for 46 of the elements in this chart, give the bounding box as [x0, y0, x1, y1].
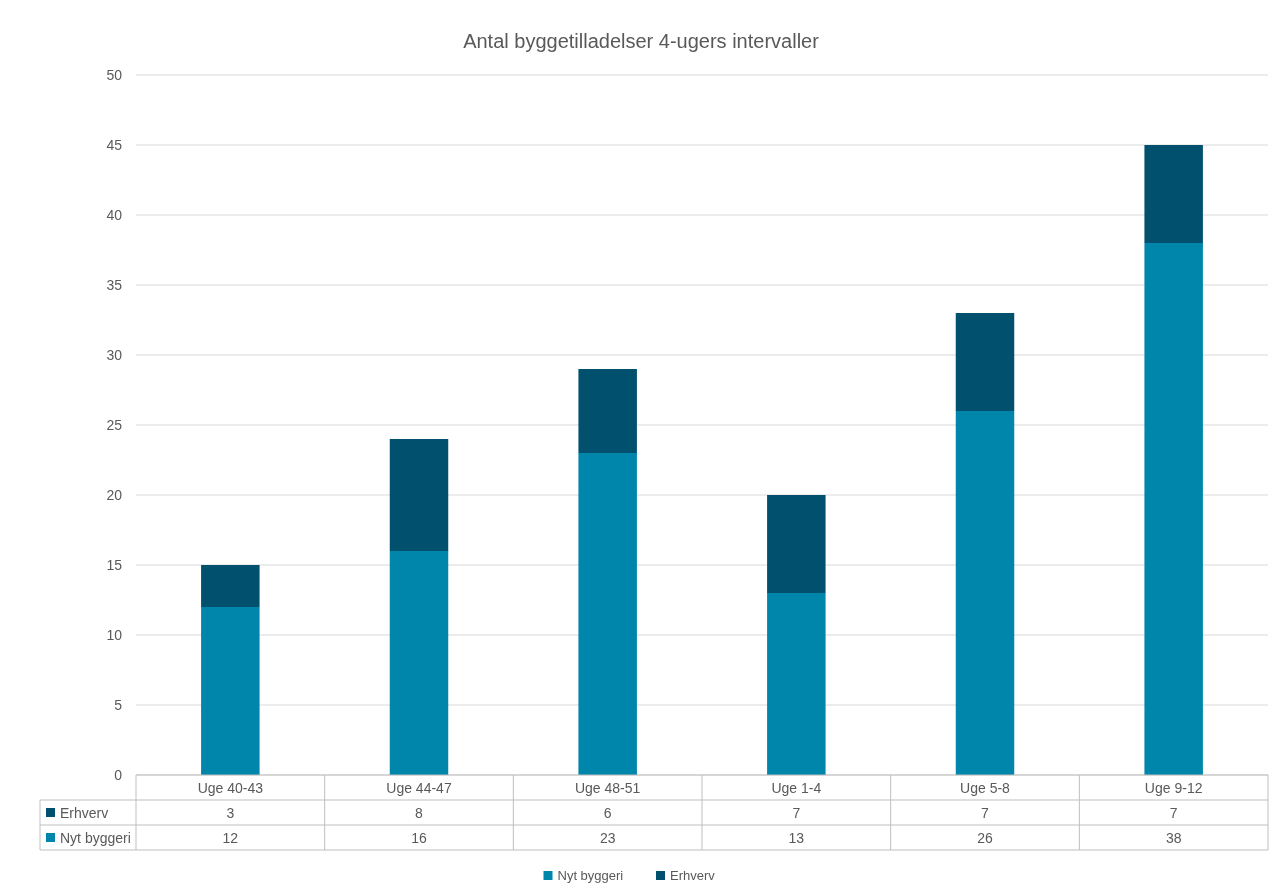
x-tick-label: Uge 40-43 — [197, 780, 264, 796]
text: Erhverv — [670, 868, 715, 883]
y-tick-label: 0 — [114, 767, 123, 783]
y-tick-label: 50 — [106, 67, 123, 83]
data-label: 7 — [981, 805, 990, 821]
bar — [1144, 243, 1203, 775]
data-label: 7 — [1169, 805, 1178, 821]
data-label: 7 — [792, 805, 801, 821]
data-label: 3 — [226, 805, 235, 821]
y-tick-label: 45 — [106, 137, 123, 153]
y-tick-label: 10 — [106, 627, 123, 643]
x-tick-label: Uge 1-4 — [771, 780, 822, 796]
bar — [389, 551, 449, 775]
chart-title: Antal byggetilladelser 4-ugers intervaller — [463, 30, 820, 52]
bar — [767, 593, 826, 775]
bar — [767, 495, 826, 593]
y-tick-label: 35 — [106, 277, 123, 293]
data-label: 16 — [411, 830, 427, 846]
bar — [955, 411, 1015, 775]
y-tick-label: 40 — [106, 207, 123, 223]
bar — [578, 453, 637, 775]
bar — [578, 369, 637, 453]
data-label: 12 — [222, 830, 239, 846]
y-tick-label: 20 — [106, 487, 123, 503]
data-label: 23 — [599, 830, 616, 846]
y-tick-label: 25 — [106, 417, 123, 433]
bar — [201, 565, 260, 607]
x-tick-label: Uge 48-51 — [574, 780, 641, 796]
bar — [1144, 145, 1203, 243]
bar — [955, 313, 1015, 411]
x-tick-label: Uge 44-47 — [386, 780, 452, 796]
data-label: 13 — [788, 830, 805, 846]
x-tick-label: Uge 9-12 — [1144, 780, 1203, 796]
data-label: 8 — [415, 805, 424, 821]
data-label: 6 — [603, 805, 612, 821]
legend-label: Nyt byggeri — [60, 830, 131, 846]
bar — [389, 439, 449, 551]
legend-label: Erhverv — [60, 805, 109, 821]
y-tick-label: 30 — [106, 347, 123, 363]
data-label: 38 — [1165, 830, 1182, 846]
y-tick-label: 5 — [114, 697, 123, 713]
data-label: 26 — [977, 830, 993, 846]
x-tick-label: Uge 5-8 — [960, 780, 1011, 796]
text: Nyt byggeri — [557, 868, 624, 883]
bar — [201, 607, 260, 775]
y-tick-label: 15 — [106, 557, 123, 573]
